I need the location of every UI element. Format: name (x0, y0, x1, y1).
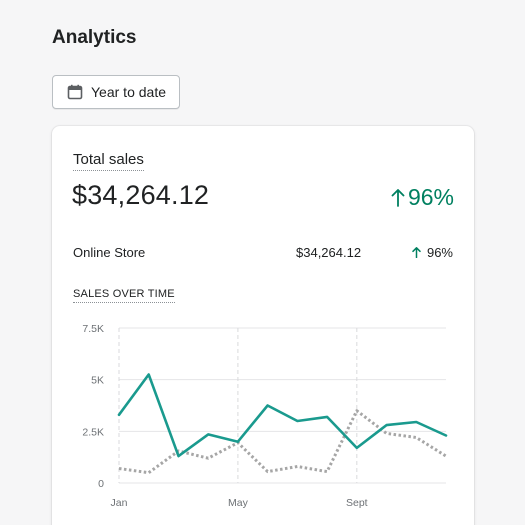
channel-change: 96% (412, 245, 453, 260)
x-tick-label: Jan (111, 497, 128, 509)
total-sales-value: $34,264.12 (72, 180, 210, 210)
sales-over-time-chart: 0 2.5K 5K 7.5K Jan May Sept (82, 323, 448, 509)
y-tick-label: 7.5K (82, 323, 104, 335)
date-range-label: Year to date (91, 84, 166, 100)
comparison-series-line (118, 409, 447, 475)
channel-name: Online Store (73, 245, 146, 260)
total-sales-card: Total sales $34,264.12 96% Online Store … (52, 126, 474, 525)
chart-title[interactable]: SALES OVER TIME (73, 288, 175, 303)
channel-row: Online Store $34,264.12 96% (73, 244, 453, 262)
page-title: Analytics (52, 27, 137, 48)
arrow-up-icon (412, 247, 421, 258)
channel-value: $34,264.12 (296, 245, 362, 260)
card-title[interactable]: Total sales (73, 152, 144, 171)
y-tick-label: 0 (98, 478, 104, 490)
total-sales-change-text: 96% (407, 184, 454, 210)
channel-change-text: 96% (426, 245, 453, 260)
calendar-icon (67, 84, 83, 100)
arrow-up-icon (391, 188, 405, 207)
total-sales-change: 96% (391, 184, 454, 211)
date-range-button[interactable]: Year to date (52, 75, 180, 109)
x-tick-label: May (228, 497, 249, 509)
x-tick-label: Sept (346, 497, 368, 509)
sales-series-line (117, 373, 448, 458)
y-tick-label: 5K (91, 375, 104, 387)
y-tick-label: 2.5K (82, 426, 104, 438)
